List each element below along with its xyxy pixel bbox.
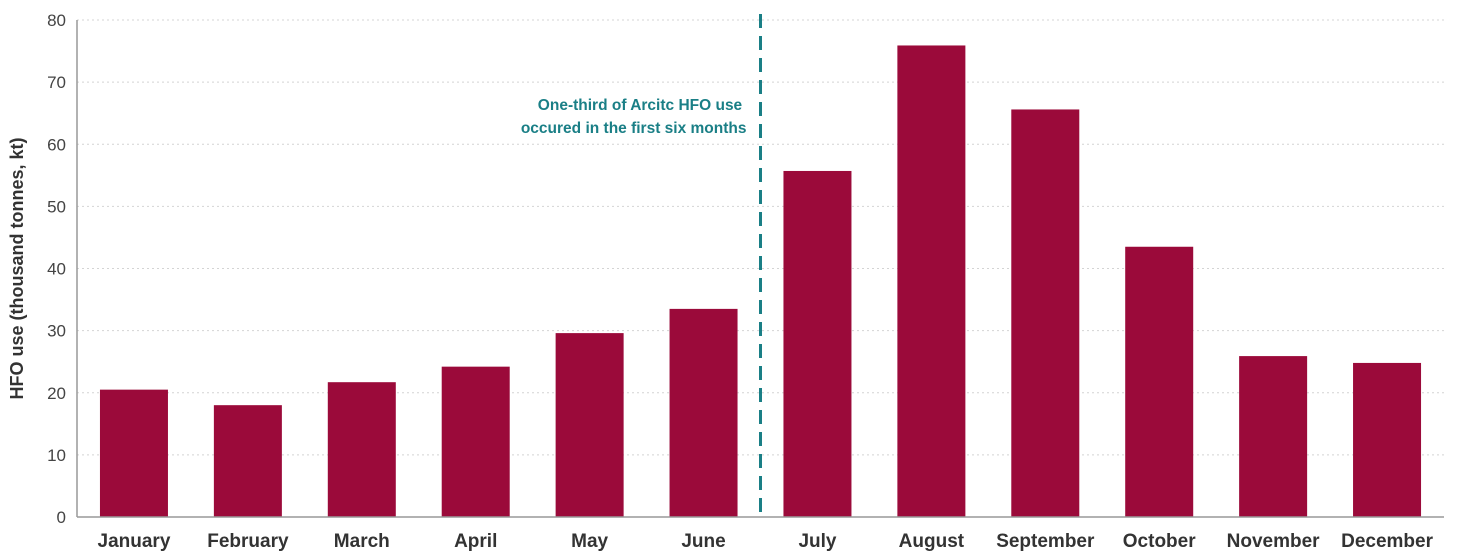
- x-tick-label: January: [98, 531, 171, 552]
- bar-august: [897, 45, 966, 517]
- x-tick-label: April: [454, 531, 497, 552]
- y-tick-label: 80: [47, 11, 66, 30]
- x-tick-label: June: [681, 531, 725, 552]
- annotation-text: One-third of Arcitc HFO use occured in t…: [521, 97, 747, 137]
- y-tick-label: 20: [47, 384, 66, 403]
- bar-march: [327, 382, 396, 517]
- bar-may: [555, 333, 624, 517]
- bar-january: [99, 389, 168, 517]
- y-tick-labels: 0 10 20 30 40 50 60 70 80: [47, 11, 66, 527]
- y-axis-title: HFO use (thousand tonnes, kt): [7, 137, 27, 399]
- y-tick-label: 70: [47, 73, 66, 92]
- y-tick-label: 50: [47, 197, 66, 216]
- bar-february: [213, 405, 282, 517]
- x-tick-label: December: [1341, 531, 1433, 552]
- x-tick-label: September: [996, 531, 1095, 552]
- x-tick-label: August: [899, 531, 965, 552]
- y-tick-label: 30: [47, 322, 66, 341]
- x-tick-label: July: [798, 531, 836, 552]
- bar-june: [669, 308, 738, 517]
- bar-april: [441, 366, 510, 517]
- y-tick-label: 0: [57, 508, 66, 527]
- bar-september: [1011, 109, 1080, 518]
- y-tick-label: 10: [47, 446, 66, 465]
- x-tick-labels: January February March April May June July Augu…: [98, 531, 1434, 552]
- annotation-line-2: occured in the first six months: [521, 120, 747, 137]
- bar-november: [1239, 356, 1308, 517]
- x-tick-label: March: [334, 531, 390, 552]
- x-tick-label: October: [1123, 531, 1196, 552]
- x-tick-label: May: [571, 531, 608, 552]
- x-tick-label: February: [207, 531, 289, 552]
- x-tick-label: November: [1227, 531, 1321, 552]
- bars: [99, 45, 1422, 518]
- y-tick-label: 40: [47, 260, 66, 279]
- bar-july: [783, 170, 852, 517]
- bar-december: [1353, 362, 1422, 517]
- bar-october: [1125, 246, 1194, 517]
- y-tick-label: 60: [47, 135, 66, 154]
- annotation-line-1: One-third of Arcitc HFO use: [538, 97, 743, 114]
